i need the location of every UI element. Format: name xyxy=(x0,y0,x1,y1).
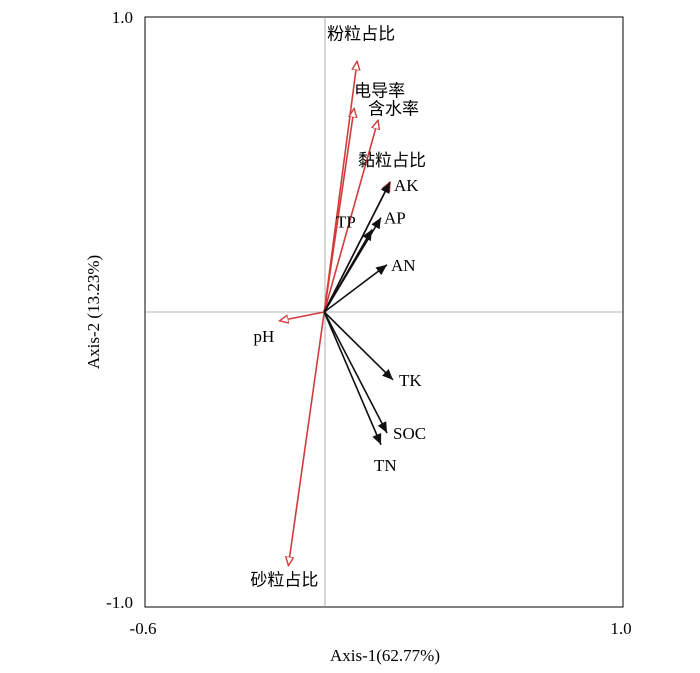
resp-arrow-soc xyxy=(323,311,388,434)
x-tick-right: 1.0 xyxy=(610,619,631,638)
env-label-var-542b6c347387: 含水率 xyxy=(368,99,419,119)
resp-arrow-an xyxy=(323,264,388,313)
resp-label-ak: AK xyxy=(394,176,419,195)
env-label-ph: pH xyxy=(253,327,274,346)
env-label-var-7c897c9253606bd4: 粉粒占比 xyxy=(327,24,395,44)
x-axis-title: Axis-1(62.77%) xyxy=(330,646,440,665)
resp-label-soc: SOC xyxy=(393,424,426,443)
resp-arrow-tn xyxy=(323,311,382,446)
y-axis-title: Axis-2 (13.23%) xyxy=(84,255,103,369)
resp-arrow-ap xyxy=(323,217,382,313)
env-arrow-var-78027c9253606bd4 xyxy=(288,311,326,566)
y-tick-top: 1.0 xyxy=(112,8,133,27)
env-label-var-75355bfc7387: 电导率 xyxy=(354,81,405,101)
env-label-var-9ecf7c9253606bd4: 黏粒占比 xyxy=(358,151,426,171)
resp-label-ap: AP xyxy=(384,209,406,228)
env-arrow-ph xyxy=(279,311,325,321)
resp-arrow-ak xyxy=(323,181,391,313)
resp-label-tk: TK xyxy=(399,371,422,390)
resp-arrow-tk xyxy=(323,311,394,381)
x-tick-left: -0.6 xyxy=(130,619,157,638)
env-label-var-78027c9253606bd4: 砂粒占比 xyxy=(250,571,318,591)
env-arrow-var-542b6c347387 xyxy=(323,120,378,313)
resp-label-an: AN xyxy=(391,256,416,275)
response-vectors: AK TP AP AN TK SOC TN xyxy=(323,176,426,475)
env-arrow-var-75355bfc7387 xyxy=(323,108,354,313)
resp-label-tn: TN xyxy=(374,456,397,475)
resp-label-tp: TP xyxy=(336,212,356,231)
y-tick-bottom: -1.0 xyxy=(106,593,133,612)
